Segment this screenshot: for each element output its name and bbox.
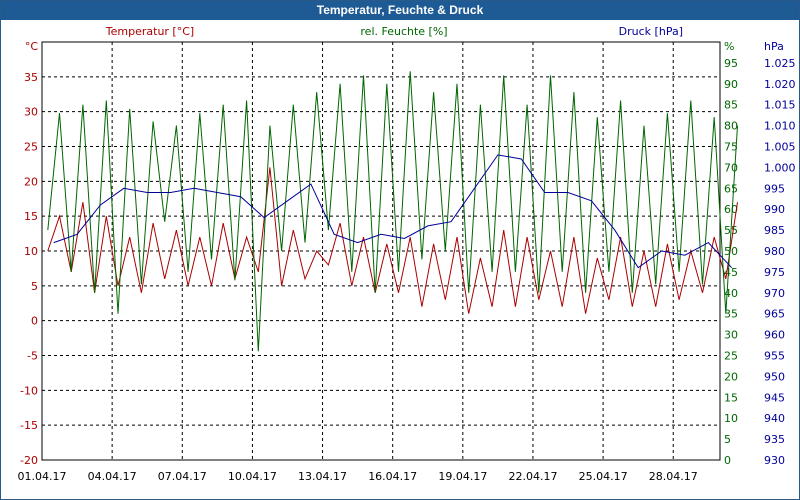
x-tick-label: 01.04.17 [18, 470, 67, 483]
pressure-tick-label: 995 [764, 182, 785, 195]
temperature-tick-label: -5 [27, 350, 38, 363]
temperature-tick-label: 15 [24, 210, 38, 223]
pressure-tick-label: 965 [764, 308, 785, 321]
temperature-tick-label: 10 [24, 245, 38, 258]
temperature-tick-label: 25 [24, 141, 38, 154]
pressure-tick-label: 1.020 [764, 78, 796, 91]
humidity-tick-label: 35 [724, 308, 738, 321]
humidity-tick-label: 15 [724, 391, 738, 404]
x-tick-label: 25.04.17 [579, 470, 628, 483]
temperature-series-line [47, 167, 738, 314]
humidity-tick-label: 80 [724, 120, 738, 133]
temperature-tick-label: -15 [20, 419, 38, 432]
pressure-unit-label: hPa [764, 40, 784, 53]
humidity-tick-label: 90 [724, 78, 738, 91]
pressure-tick-label: 990 [764, 203, 785, 216]
pressure-series-line [53, 154, 733, 269]
humidity-tick-label: 70 [724, 161, 738, 174]
x-tick-label: 19.04.17 [438, 470, 487, 483]
pressure-tick-label: 960 [764, 329, 785, 342]
pressure-tick-label: 940 [764, 412, 785, 425]
pressure-axis-title: Druck [hPa] [619, 25, 683, 38]
humidity-tick-label: 65 [724, 182, 738, 195]
x-tick-label: 28.04.17 [649, 470, 698, 483]
pressure-tick-label: 930 [764, 454, 785, 467]
humidity-tick-label: 30 [724, 329, 738, 342]
pressure-tick-label: 980 [764, 245, 785, 258]
humidity-tick-label: 95 [724, 57, 738, 70]
plot-area-border [41, 41, 721, 461]
humidity-tick-label: 0 [724, 454, 731, 467]
pressure-tick-label: 985 [764, 224, 785, 237]
pressure-tick-label: 1.015 [764, 99, 796, 112]
humidity-tick-label: 40 [724, 287, 738, 300]
pressure-tick-label: 975 [764, 266, 785, 279]
temperature-tick-label: -20 [20, 454, 38, 467]
x-tick-label: 13.04.17 [298, 470, 347, 483]
pressure-tick-label: 1.005 [764, 141, 796, 154]
pressure-tick-label: 935 [764, 433, 785, 446]
pressure-tick-label: 950 [764, 370, 785, 383]
humidity-axis-title: rel. Feuchte [%] [360, 25, 447, 38]
pressure-tick-label: 1.010 [764, 120, 796, 133]
humidity-tick-label: 50 [724, 245, 738, 258]
humidity-tick-label: 20 [724, 370, 738, 383]
temperature-tick-label: 30 [24, 106, 38, 119]
x-tick-label: 16.04.17 [368, 470, 417, 483]
temperature-tick-label: 35 [24, 71, 38, 84]
x-tick-label: 22.04.17 [508, 470, 557, 483]
humidity-tick-label: 10 [724, 412, 738, 425]
humidity-unit-label: % [724, 40, 734, 53]
pressure-tick-label: 945 [764, 391, 785, 404]
window-title: Temperatur, Feuchte & Druck [1, 1, 799, 20]
temperature-unit-label: °C [25, 40, 39, 53]
pressure-tick-label: 955 [764, 350, 785, 363]
pressure-tick-label: 970 [764, 287, 785, 300]
temperature-tick-label: 20 [24, 175, 38, 188]
humidity-tick-label: 75 [724, 141, 738, 154]
temperature-tick-label: 0 [31, 315, 38, 328]
temperature-axis-title: Temperatur [°C] [105, 25, 194, 38]
temperature-tick-label: -10 [20, 384, 38, 397]
humidity-series-line [47, 71, 738, 352]
x-tick-label: 07.04.17 [158, 470, 207, 483]
pressure-tick-label: 1.025 [764, 57, 796, 70]
x-tick-label: 10.04.17 [228, 470, 277, 483]
humidity-tick-label: 60 [724, 203, 738, 216]
pressure-tick-label: 1.000 [764, 161, 796, 174]
x-tick-label: 04.04.17 [88, 470, 137, 483]
humidity-tick-label: 5 [724, 433, 731, 446]
humidity-tick-label: 85 [724, 99, 738, 112]
humidity-tick-label: 25 [724, 350, 738, 363]
temperature-tick-label: 5 [31, 280, 38, 293]
